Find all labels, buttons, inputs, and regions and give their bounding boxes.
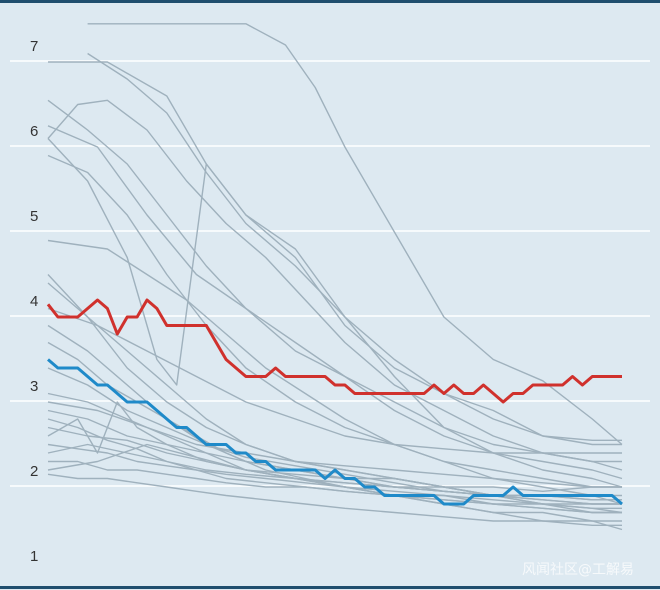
context-series-line-13 [47, 443, 622, 505]
context-series-line-6 [47, 154, 622, 488]
y-tick-label-3: 3 [30, 378, 38, 395]
context-series-group [47, 23, 623, 531]
context-series-line-5 [47, 125, 623, 480]
context-series-line-15 [47, 473, 622, 526]
watermark-text: 风闻社区@工解易 [522, 562, 634, 578]
y-tick-label-6: 6 [30, 123, 38, 140]
context-series-line-12 [47, 418, 622, 509]
context-series-line-8 [47, 138, 623, 488]
y-tick-label-5: 5 [30, 208, 38, 225]
context-series-line-21 [47, 367, 623, 514]
context-series-line-23 [47, 99, 622, 463]
y-tick-label-7: 7 [30, 38, 38, 55]
y-tick-label-2: 2 [30, 463, 38, 480]
red-series-line [46, 298, 622, 404]
y-tick-label-1: 1 [30, 548, 38, 565]
context-series-line-10 [47, 341, 622, 522]
context-series-line-26 [47, 307, 622, 454]
bottom-rule [0, 586, 660, 589]
context-series-line-25 [47, 401, 622, 488]
context-series-line-24 [47, 443, 622, 505]
y-tick-label-4: 4 [30, 293, 38, 310]
context-series-line-1 [87, 23, 623, 446]
context-series-line-4 [47, 99, 623, 471]
y-axis-ticks: 1 2 3 4 5 6 7 [30, 38, 38, 565]
highlight-series-group [46, 298, 623, 506]
blue-series-line [47, 358, 623, 506]
context-series-line-7 [47, 239, 623, 505]
context-series-line-22 [47, 443, 622, 514]
top-rule [0, 0, 660, 3]
gridlines [10, 60, 650, 487]
